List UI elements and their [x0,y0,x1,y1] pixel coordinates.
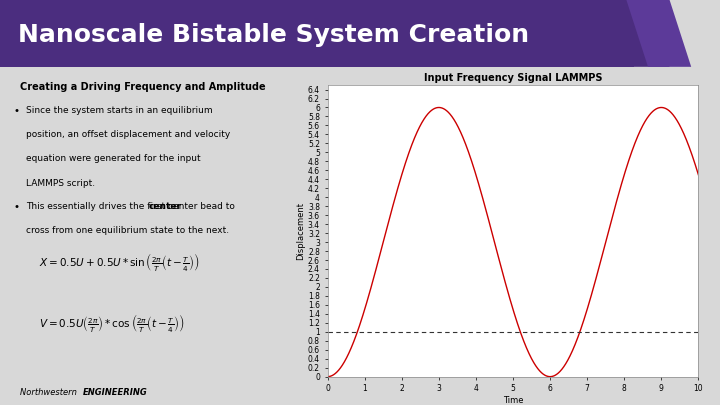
Text: equation were generated for the input: equation were generated for the input [26,154,201,163]
Text: $V = 0.5U\left(\frac{2\pi}{T}\right) * \cos\left(\frac{2\pi}{T}\left(t - \frac{T: $V = 0.5U\left(\frac{2\pi}{T}\right) * \… [39,312,185,334]
Text: Creating a Driving Frequency and Amplitude: Creating a Driving Frequency and Amplitu… [20,82,266,92]
Y-axis label: Displacement: Displacement [296,202,305,260]
Polygon shape [590,0,670,67]
Text: cross from one equilibrium state to the next.: cross from one equilibrium state to the … [26,226,230,235]
Text: •: • [14,106,19,116]
Text: •: • [14,202,19,212]
Text: ENGINEERING: ENGINEERING [84,388,148,396]
Polygon shape [0,0,634,67]
Text: $X = 0.5U + 0.5U * \sin\left(\frac{2\pi}{T}\left(t - \frac{T}{4}\right)\right)$: $X = 0.5U + 0.5U * \sin\left(\frac{2\pi}… [39,251,199,273]
Text: This essentially drives the first center bead to: This essentially drives the first center… [26,202,235,211]
Text: Nanoscale Bistable System Creation: Nanoscale Bistable System Creation [18,23,529,47]
Title: Input Frequency Signal LAMMPS: Input Frequency Signal LAMMPS [424,73,602,83]
Text: LAMMPS script.: LAMMPS script. [26,179,95,188]
Text: position, an offset displacement and velocity: position, an offset displacement and vel… [26,130,230,139]
Polygon shape [626,0,691,67]
Text: Northwestern: Northwestern [20,388,82,396]
Text: Since the system starts in an equilibrium: Since the system starts in an equilibriu… [26,106,213,115]
Text: center: center [148,202,181,211]
X-axis label: Time: Time [503,396,523,405]
